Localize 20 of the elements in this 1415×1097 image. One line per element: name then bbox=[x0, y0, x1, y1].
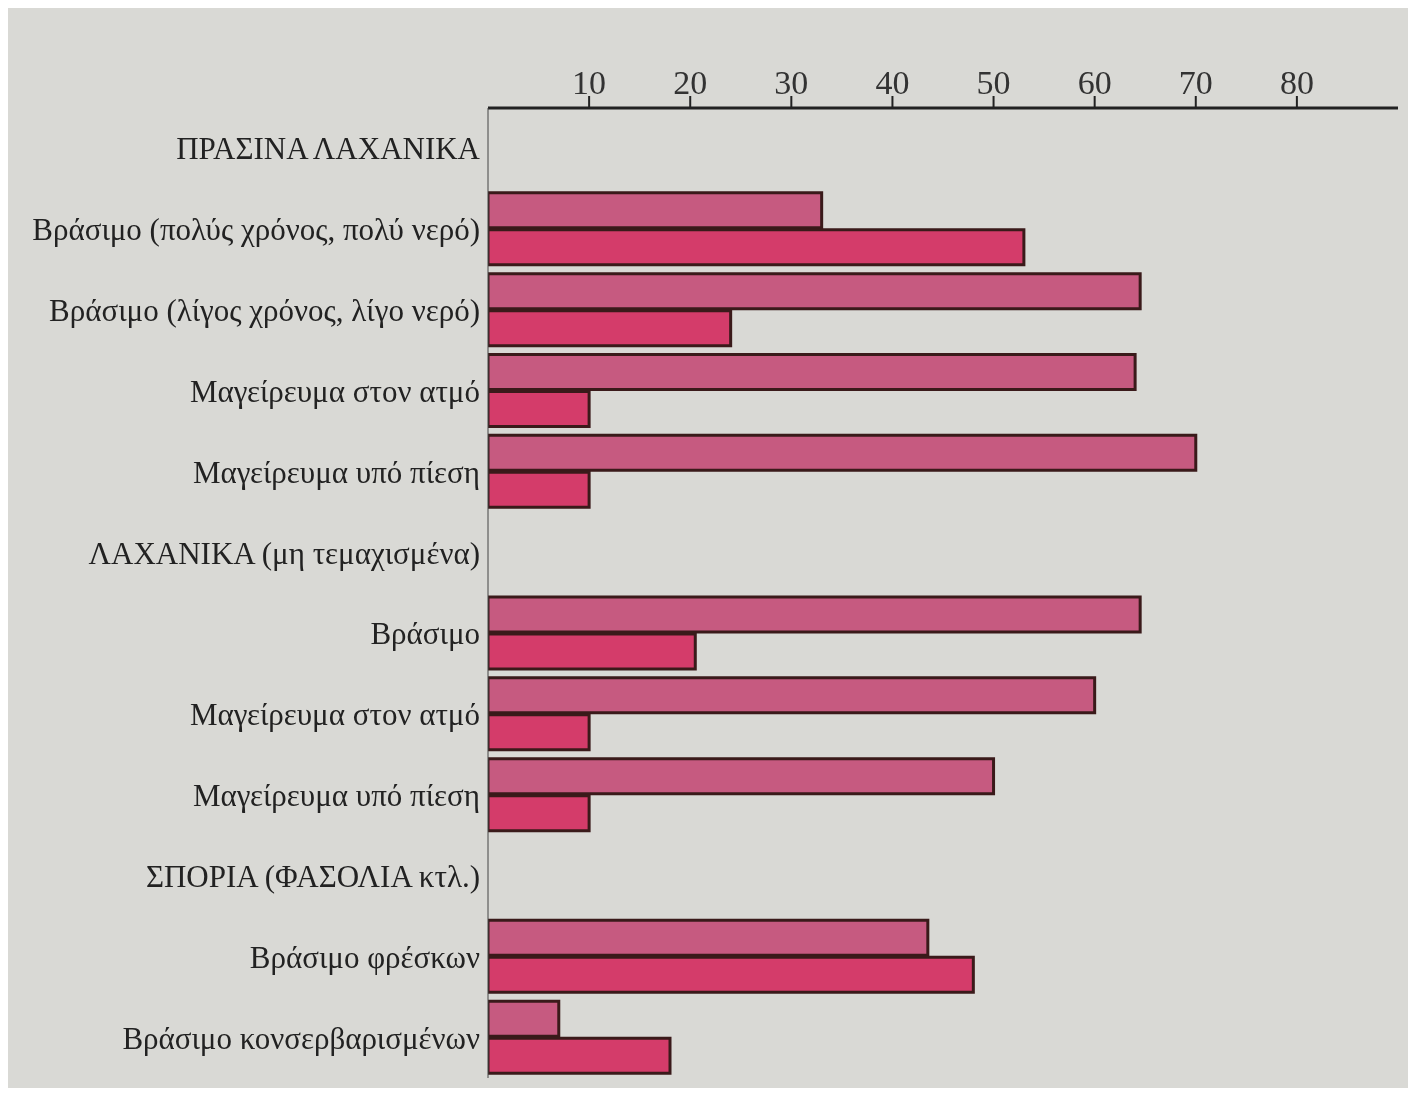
x-tick-label: 70 bbox=[1178, 64, 1213, 101]
y-tick-label: Μαγείρευμα υπό πίεση bbox=[193, 454, 480, 490]
y-tick-label: Μαγείρευμα στον ατμό bbox=[189, 697, 480, 733]
y-tick-label: ΠΡΑΣΙΝΑ ΛΑΧΑΝΙΚΑ bbox=[176, 131, 481, 167]
y-tick-label: Βράσιμο φρέσκων bbox=[249, 939, 480, 975]
y-tick-label: Βράσιμο (πολύς χρόνος, πολύ νερό) bbox=[32, 212, 480, 248]
y-tick-label: Μαγείρευμα υπό πίεση bbox=[193, 778, 480, 814]
x-tick-label: 10 bbox=[572, 64, 607, 101]
x-tick-label: 40 bbox=[875, 64, 910, 101]
y-tick-label: Μαγείρευμα στον ατμό bbox=[189, 373, 480, 409]
y-tick-label: Βράσιμο (λίγος χρόνος, λίγο νερό) bbox=[49, 293, 480, 329]
y-tick-label: ΣΠΟΡΙΑ (ΦΑΣΟΛΙΑ κτλ.) bbox=[145, 858, 480, 894]
y-tick-label: ΛΑΧΑΝΙΚΑ (μη τεμαχισμένα) bbox=[88, 535, 480, 571]
x-tick-label: 20 bbox=[673, 64, 708, 101]
x-tick-label: 80 bbox=[1279, 64, 1314, 101]
y-tick-label: Βράσιμο bbox=[370, 616, 480, 652]
x-tick-label: 60 bbox=[1077, 64, 1112, 101]
x-tick-label: 50 bbox=[976, 64, 1011, 101]
y-tick-label: Βράσιμο κονσερβαρισμένων bbox=[122, 1020, 480, 1056]
x-tick-label: 30 bbox=[774, 64, 809, 101]
